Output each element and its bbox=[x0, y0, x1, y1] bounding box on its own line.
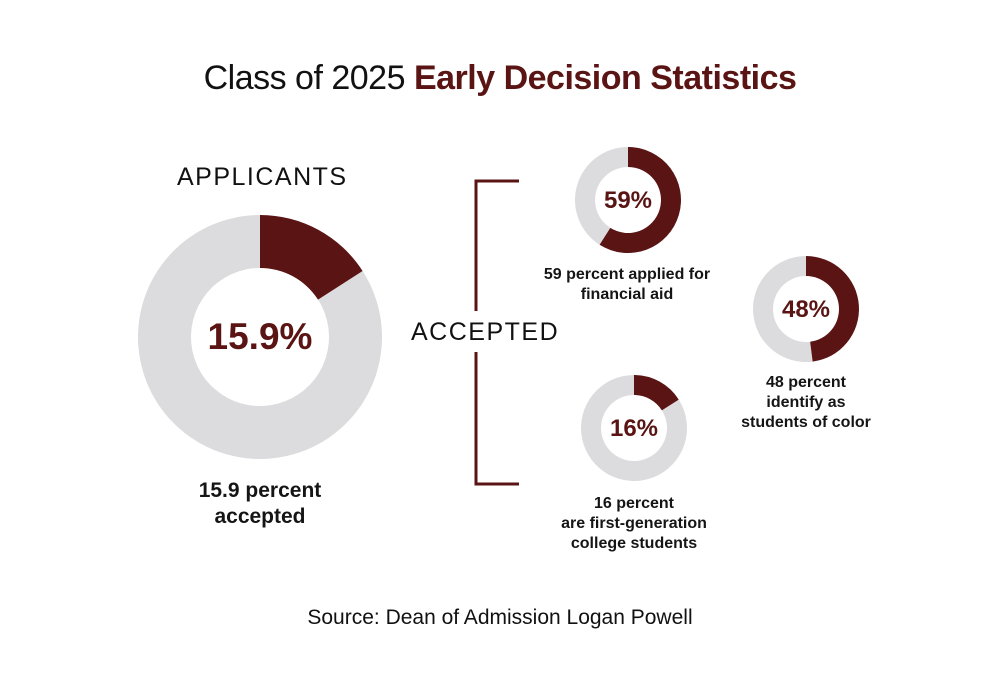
applicants-heading: APPLICANTS bbox=[177, 163, 348, 191]
donut-center-label: 48% bbox=[781, 296, 831, 323]
donut-center-label: 59% bbox=[603, 187, 653, 214]
chart-title: Class of 2025 Early Decision Statistics bbox=[0, 56, 1000, 100]
caption-first-generation: 16 percent are first-generation college … bbox=[534, 494, 734, 554]
donut-remainder-slice bbox=[580, 375, 687, 481]
donut-remainder-slice bbox=[575, 147, 628, 245]
caption-line: identify as bbox=[766, 394, 846, 411]
caption-financial-aid: 59 percent applied for financial aid bbox=[517, 265, 737, 305]
donut-value-slice bbox=[599, 147, 682, 253]
caption-line: 48 percent bbox=[765, 374, 847, 391]
title-plain: Class of 2025 bbox=[203, 59, 406, 97]
caption-line: college students bbox=[570, 535, 698, 552]
donut-first-generation bbox=[580, 375, 687, 481]
caption-line: 59 percent applied for bbox=[543, 266, 711, 283]
caption-applicants: 15.9 percent accepted bbox=[160, 478, 360, 530]
bracket-top bbox=[474, 179, 519, 311]
caption-line: financial aid bbox=[580, 286, 674, 303]
source-note: Source: Dean of Admission Logan Powell bbox=[307, 606, 693, 629]
donut-center-label: 15.9% bbox=[207, 316, 313, 357]
caption-line: 15.9 percent bbox=[198, 479, 322, 502]
accepted-bracket bbox=[474, 179, 519, 486]
donut-value-slice bbox=[260, 215, 363, 300]
caption-line: 16 percent bbox=[593, 495, 675, 512]
donut-applicants-accepted bbox=[137, 215, 382, 460]
donut-remainder-slice bbox=[753, 256, 813, 363]
caption-line: accepted bbox=[214, 505, 306, 528]
donut-center-label: 16% bbox=[609, 415, 659, 442]
caption-line: are first-generation bbox=[561, 515, 707, 532]
bracket-bottom bbox=[474, 352, 519, 486]
accepted-heading: ACCEPTED bbox=[411, 318, 560, 346]
donut-remainder-slice bbox=[137, 215, 382, 460]
title-bold: Early Decision Statistics bbox=[413, 59, 797, 97]
donut-students-of-color bbox=[753, 256, 860, 363]
donut-value-slice bbox=[634, 375, 679, 411]
donut-value-slice bbox=[806, 256, 860, 362]
caption-students-of-color: 48 percent identify as students of color bbox=[716, 373, 896, 433]
donut-financial-aid bbox=[575, 147, 682, 253]
caption-line: students of color bbox=[741, 414, 871, 431]
